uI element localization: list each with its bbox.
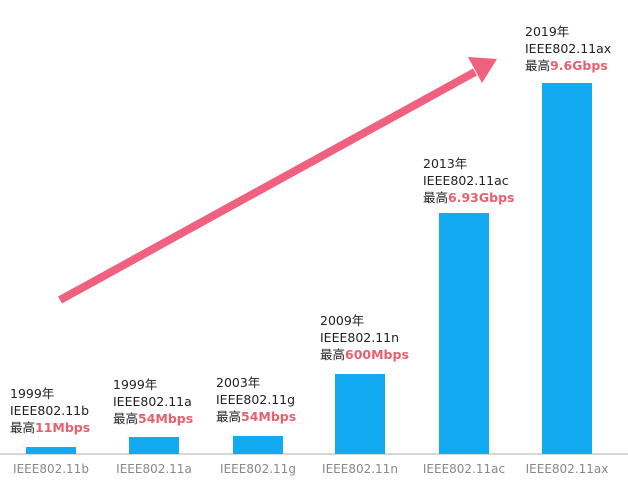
label-speed-line: 最高600Mbps bbox=[320, 346, 409, 363]
label-speed: 6.93Gbps bbox=[448, 190, 515, 205]
label-speed-line: 最高11Mbps bbox=[10, 419, 90, 436]
data-label: 2003年 IEEE802.11g 最高54Mbps bbox=[216, 374, 296, 425]
label-standard: IEEE802.11a bbox=[113, 394, 192, 409]
data-label: 2019年 IEEE802.11ax 最高9.6Gbps bbox=[525, 23, 611, 74]
label-prefix: 最高 bbox=[10, 420, 36, 435]
bar-IEEE802.11ac bbox=[439, 213, 489, 454]
x-tick-label: IEEE802.11g bbox=[220, 462, 296, 476]
label-speed: 600Mbps bbox=[345, 347, 409, 362]
label-speed: 54Mbps bbox=[138, 411, 194, 426]
label-prefix: 最高 bbox=[113, 411, 139, 426]
x-tick-label: IEEE802.11a bbox=[116, 462, 192, 476]
label-standard: IEEE802.11g bbox=[216, 392, 296, 407]
x-tick-label: IEEE802.11ax bbox=[525, 462, 609, 476]
data-label: 1999年 IEEE802.11b 最高11Mbps bbox=[10, 385, 90, 436]
label-standard: IEEE802.11b bbox=[10, 403, 90, 418]
label-speed-line: 最高54Mbps bbox=[216, 408, 296, 425]
label-speed: 11Mbps bbox=[35, 420, 91, 435]
bar-IEEE802.11n bbox=[335, 374, 385, 454]
bar-IEEE802.11a bbox=[129, 437, 179, 454]
bar-IEEE802.11b bbox=[26, 447, 76, 454]
bar-IEEE802.11g bbox=[233, 436, 283, 454]
x-tick-label: IEEE802.11n bbox=[322, 462, 398, 476]
label-standard: IEEE802.11ac bbox=[423, 173, 509, 188]
label-year: 2019年 bbox=[525, 24, 570, 39]
label-speed: 54Mbps bbox=[241, 409, 297, 424]
label-speed: 9.6Gbps bbox=[550, 58, 608, 73]
label-standard: IEEE802.11ax bbox=[525, 41, 612, 56]
label-standard: IEEE802.11n bbox=[320, 330, 400, 345]
label-year: 1999年 bbox=[10, 386, 55, 401]
bar-IEEE802.11ax bbox=[542, 83, 592, 454]
label-prefix: 最高 bbox=[216, 409, 242, 424]
x-tick-label: IEEE802.11ac bbox=[422, 462, 506, 476]
label-prefix: 最高 bbox=[525, 58, 551, 73]
trend-arrow-head bbox=[468, 57, 497, 83]
label-prefix: 最高 bbox=[423, 190, 449, 205]
label-speed-line: 最高6.93Gbps bbox=[423, 189, 514, 206]
data-label: 2013年 IEEE802.11ac 最高6.93Gbps bbox=[423, 155, 514, 206]
x-tick-label: IEEE802.11b bbox=[13, 462, 89, 476]
label-year: 2009年 bbox=[320, 313, 365, 328]
label-prefix: 最高 bbox=[320, 347, 346, 362]
trend-arrow-shaft bbox=[58, 68, 477, 304]
label-year: 1999年 bbox=[113, 377, 158, 392]
label-year: 2013年 bbox=[423, 156, 468, 171]
data-label: 1999年 IEEE802.11a 最高54Mbps bbox=[113, 376, 193, 427]
label-speed-line: 最高9.6Gbps bbox=[525, 57, 611, 74]
data-label: 2009年 IEEE802.11n 最高600Mbps bbox=[320, 312, 409, 363]
label-speed-line: 最高54Mbps bbox=[113, 410, 193, 427]
label-year: 2003年 bbox=[216, 375, 261, 390]
